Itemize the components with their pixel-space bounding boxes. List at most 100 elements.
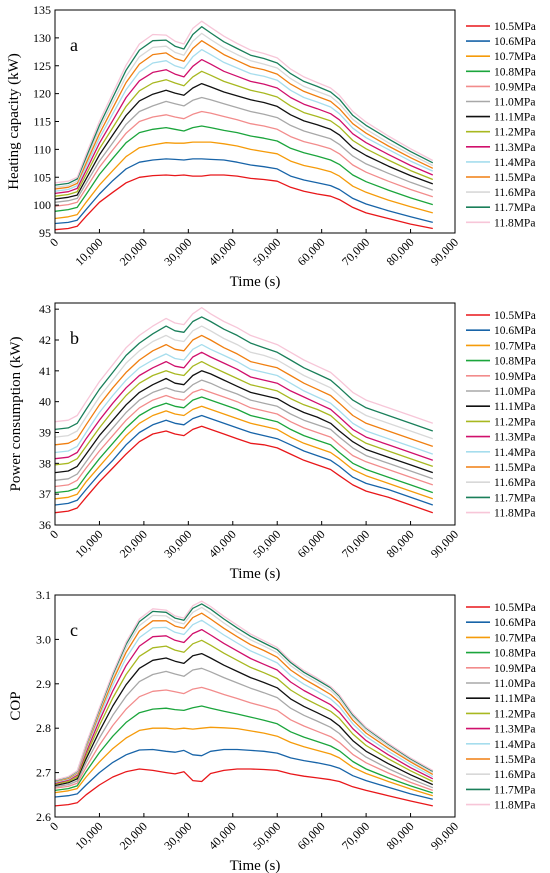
legend: 10.5MPa 10.6MPa 10.7MPa 10.8MPa 10.9MPa 11.0M…: [466, 602, 536, 812]
x-tick-label: 70,000: [339, 819, 372, 852]
chart-panel-c: 0 10,000 20,000 30,000 40,000 50,000 60,000 70,…: [8, 588, 536, 873]
series-group: [55, 306, 434, 514]
x-tick-label: 90,000: [428, 819, 461, 852]
x-tick-label: 10,000: [72, 235, 105, 268]
y-tick-label: 2.8: [36, 721, 51, 735]
legend-label: 11.2MPa: [494, 127, 535, 139]
x-tick-label: 30,000: [161, 527, 194, 560]
x-tick-label: 50,000: [250, 527, 283, 560]
y-tick-label: 2.7: [36, 766, 51, 780]
legend-label: 11.8MPa: [494, 217, 535, 229]
legend-label: 10.6MPa: [494, 325, 536, 337]
x-tick-label: 20,000: [117, 527, 150, 560]
series-line-11.0MPa: [55, 379, 434, 481]
series-group: [55, 600, 434, 807]
x-tick-label: 80,000: [383, 235, 416, 268]
legend-label: 11.5MPa: [494, 462, 535, 474]
y-tick-label: 95: [39, 226, 51, 240]
series-line-11.3MPa: [55, 628, 434, 784]
legend-label: 11.6MPa: [494, 187, 535, 199]
legend-label: 11.1MPa: [494, 401, 535, 413]
x-tick-label: 90,000: [428, 235, 461, 268]
legend-label: 11.8MPa: [494, 508, 535, 520]
plot-frame: [54, 9, 456, 234]
series-line-11.8MPa: [55, 20, 434, 184]
legend: 10.5MPa 10.6MPa 10.7MPa 10.8MPa 10.9MPa 11.0M…: [466, 21, 536, 229]
legend-label: 11.4MPa: [494, 739, 535, 751]
y-tick-label: 110: [33, 142, 51, 156]
x-tick-label: 40,000: [206, 527, 239, 560]
series-line-11.3MPa: [55, 58, 434, 195]
panel-letter: b: [70, 328, 79, 348]
x-tick-label: 70,000: [339, 235, 372, 268]
x-tick-label: 60,000: [295, 819, 328, 852]
chart-panel-b: 0 10,000 20,000 30,000 40,000 50,000 60,000 70,…: [8, 302, 536, 582]
legend-label: 11.0MPa: [494, 97, 535, 109]
x-axis-label: Time (s): [230, 566, 281, 582]
series-line-11.0MPa: [55, 96, 434, 203]
x-tick-label: 20,000: [117, 235, 150, 268]
legend-label: 11.4MPa: [494, 447, 535, 459]
series-line-11.0MPa: [55, 667, 434, 789]
series-line-11.4MPa: [55, 343, 434, 455]
legend-label: 11.7MPa: [494, 202, 535, 214]
legend-label: 11.1MPa: [494, 112, 535, 124]
legend-label: 10.9MPa: [494, 663, 536, 675]
y-tick-label: 105: [33, 170, 51, 184]
legend-label: 11.7MPa: [494, 492, 535, 504]
series-line-10.6MPa: [55, 158, 433, 225]
legend-label: 10.7MPa: [494, 632, 536, 644]
x-tick-label: 60,000: [295, 235, 328, 268]
legend-label: 10.9MPa: [494, 81, 536, 93]
y-tick-label: 41: [39, 364, 51, 378]
series-line-10.7MPa: [55, 726, 433, 797]
legend-label: 11.3MPa: [494, 432, 535, 444]
series-line-10.5MPa: [55, 174, 433, 231]
y-tick-label: 3.0: [36, 632, 51, 646]
legend-label: 11.2MPa: [494, 416, 535, 428]
y-tick-label: 3.1: [36, 588, 51, 602]
series-line-11.2MPa: [55, 360, 434, 468]
x-tick-label: 30,000: [161, 819, 194, 852]
series-line-10.9MPa: [55, 388, 434, 488]
series-line-10.9MPa: [55, 110, 434, 207]
series-line-10.9MPa: [55, 686, 434, 792]
y-tick-label: 40: [39, 395, 51, 409]
series-group: [55, 20, 434, 231]
series-line-11.7MPa: [55, 26, 434, 186]
y-tick-label: 2.9: [36, 677, 51, 691]
y-tick-label: 39: [39, 426, 51, 440]
series-line-11.6MPa: [55, 606, 434, 782]
x-tick-label: 10,000: [72, 527, 105, 560]
series-line-11.6MPa: [55, 32, 434, 188]
series-line-10.6MPa: [55, 414, 434, 506]
series-line-11.2MPa: [55, 639, 434, 785]
y-tick-label: 135: [33, 3, 51, 17]
legend-label: 11.6MPa: [494, 769, 535, 781]
legend-label: 10.5MPa: [494, 602, 536, 614]
series-line-11.5MPa: [55, 40, 434, 190]
y-tick-label: 36: [39, 518, 51, 532]
legend-label: 11.6MPa: [494, 477, 535, 489]
legend-label: 10.6MPa: [494, 36, 536, 48]
series-line-10.5MPa: [55, 768, 433, 807]
y-axis-label: COP: [8, 691, 24, 720]
legend: 10.5MPa 10.6MPa 10.7MPa 10.8MPa 10.9MPa 11.0M…: [466, 310, 536, 520]
panel-letter: a: [70, 35, 78, 55]
legend-label: 11.8MPa: [494, 800, 535, 812]
x-tick-label: 10,000: [72, 819, 105, 852]
series-line-10.6MPa: [55, 748, 433, 800]
legend-label: 10.5MPa: [494, 310, 536, 322]
series-line-11.8MPa: [55, 306, 434, 424]
y-tick-label: 115: [33, 115, 51, 129]
panel-letter: c: [70, 620, 78, 640]
series-line-11.8MPa: [55, 600, 434, 781]
legend-label: 11.3MPa: [494, 142, 535, 154]
legend-label: 11.5MPa: [494, 754, 535, 766]
legend-label: 11.1MPa: [494, 693, 535, 705]
legend-label: 10.8MPa: [494, 648, 536, 660]
x-tick-label: 40,000: [206, 819, 239, 852]
x-axis-label: Time (s): [230, 274, 281, 290]
series-line-11.4MPa: [55, 48, 434, 192]
